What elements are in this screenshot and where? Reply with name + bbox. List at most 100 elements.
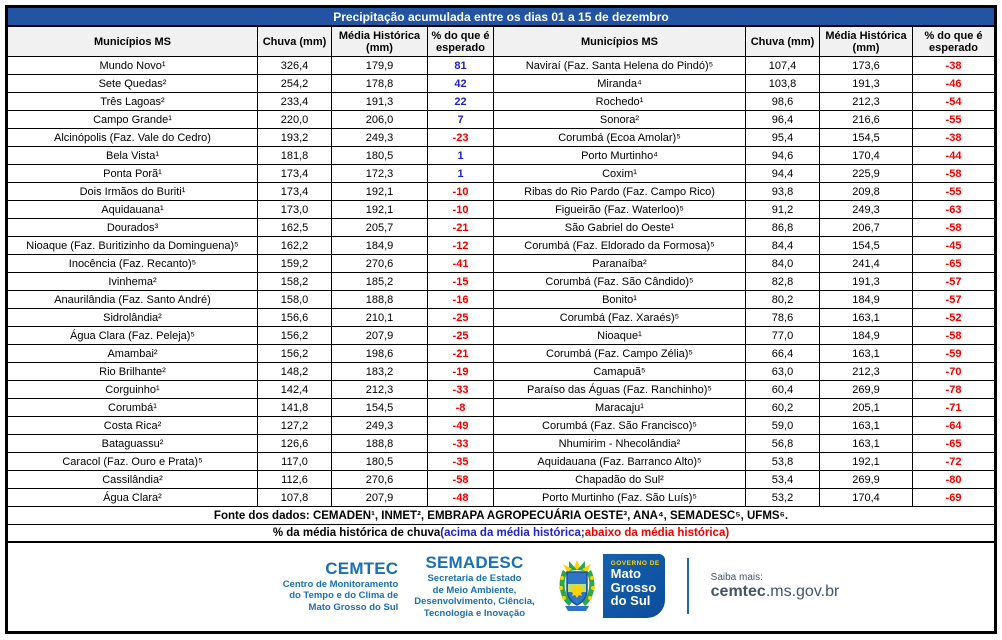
pct-cell: -45 bbox=[913, 237, 994, 255]
media-cell: 170,4 bbox=[820, 489, 913, 507]
legend-note: % da média histórica de chuva (acima da … bbox=[8, 525, 994, 543]
municipality-cell: Rio Brilhante² bbox=[8, 363, 258, 381]
media-cell: 212,3 bbox=[820, 93, 913, 111]
municipality-cell: Corguinho¹ bbox=[8, 381, 258, 399]
municipality-cell: Nioaque¹ bbox=[494, 327, 746, 345]
pct-cell: -21 bbox=[428, 345, 494, 363]
pct-cell: -41 bbox=[428, 255, 494, 273]
chuva-cell: 126,6 bbox=[258, 435, 332, 453]
table-row: Três Lagoas² 233,4 191,3 22 Rochedo¹ 98,6 212,… bbox=[8, 93, 994, 111]
table-row: Cassilândia² 112,6 270,6 -58 Chapadão do Sul… bbox=[8, 471, 994, 489]
media-cell: 163,1 bbox=[820, 345, 913, 363]
chuva-cell: 173,4 bbox=[258, 165, 332, 183]
table-row: Anaurilândia (Faz. Santo André) 158,0 188,… bbox=[8, 291, 994, 309]
table-row: Inocência (Faz. Recanto)⁵ 159,2 270,6 -41 Pa… bbox=[8, 255, 994, 273]
municipality-cell: Corumbá (Faz. São Francisco)⁵ bbox=[494, 417, 746, 435]
municipality-cell: Sete Quedas² bbox=[8, 75, 258, 93]
table-row: Campo Grande¹ 220,0 206,0 7 Sonora² 96,4 216,6… bbox=[8, 111, 994, 129]
municipality-cell: Cassilândia² bbox=[8, 471, 258, 489]
chuva-cell: 60,2 bbox=[746, 399, 820, 417]
pct-cell: -35 bbox=[428, 453, 494, 471]
municipality-cell: Bela Vista¹ bbox=[8, 147, 258, 165]
website-url[interactable]: cemtec.ms.gov.br bbox=[711, 583, 840, 601]
media-cell: 180,5 bbox=[332, 147, 428, 165]
pct-cell: -21 bbox=[428, 219, 494, 237]
chuva-cell: 53,4 bbox=[746, 471, 820, 489]
chuva-cell: 326,4 bbox=[258, 57, 332, 75]
pct-cell: -8 bbox=[428, 399, 494, 417]
chuva-cell: 93,8 bbox=[746, 183, 820, 201]
municipality-cell: Água Clara (Faz. Peleja)⁵ bbox=[8, 327, 258, 345]
pct-cell: -65 bbox=[913, 255, 994, 273]
chuva-cell: 156,2 bbox=[258, 345, 332, 363]
chuva-cell: 142,4 bbox=[258, 381, 332, 399]
pct-cell: -57 bbox=[913, 291, 994, 309]
table-row: Ivinhema² 158,2 185,2 -15 Corumbá (Faz. São … bbox=[8, 273, 994, 291]
municipality-cell: Figueirão (Faz. Waterloo)⁵ bbox=[494, 201, 746, 219]
cemtec-desc-line: Mato Grosso do Sul bbox=[308, 601, 399, 613]
municipality-cell: Ivinhema² bbox=[8, 273, 258, 291]
report-frame: Precipitação acumulada entre os dias 01 … bbox=[5, 5, 997, 634]
footer: CEMTEC Centro de Monitoramento do Tempo … bbox=[8, 543, 994, 629]
media-cell: 154,5 bbox=[820, 129, 913, 147]
media-cell: 179,9 bbox=[332, 57, 428, 75]
municipality-cell: Porto Murtinho (Faz. São Luís)⁵ bbox=[494, 489, 746, 507]
media-cell: 188,8 bbox=[332, 291, 428, 309]
col-header-pct-right: % do que é esperado bbox=[913, 27, 994, 57]
chuva-cell: 82,8 bbox=[746, 273, 820, 291]
media-cell: 163,1 bbox=[820, 417, 913, 435]
municipality-cell: Água Clara² bbox=[8, 489, 258, 507]
media-cell: 216,6 bbox=[820, 111, 913, 129]
chuva-cell: 159,2 bbox=[258, 255, 332, 273]
saiba-mais-label: Saiba mais: bbox=[710, 571, 763, 583]
chuva-cell: 84,4 bbox=[746, 237, 820, 255]
table-row: Água Clara (Faz. Peleja)⁵ 156,2 207,9 -25 Ni… bbox=[8, 327, 994, 345]
col-header-media-left: Média Histórica (mm) bbox=[332, 27, 428, 57]
data-sources-note: Fonte dos dados: CEMADEN¹, INMET², EMBRA… bbox=[8, 507, 994, 525]
municipality-cell: Inocência (Faz. Recanto)⁵ bbox=[8, 255, 258, 273]
media-cell: 241,4 bbox=[820, 255, 913, 273]
chuva-cell: 173,4 bbox=[258, 183, 332, 201]
ms-government-logo: GOVERNO DE Mato Grosso do Sul bbox=[550, 554, 665, 618]
chuva-cell: 53,2 bbox=[746, 489, 820, 507]
media-cell: 184,9 bbox=[820, 291, 913, 309]
pct-cell: -12 bbox=[428, 237, 494, 255]
website-block: Saiba mais: cemtec.ms.gov.br bbox=[711, 572, 840, 601]
url-bold-part: cemtec bbox=[710, 582, 766, 600]
pct-cell: -71 bbox=[913, 399, 994, 417]
media-cell: 225,9 bbox=[820, 165, 913, 183]
municipality-cell: Sidrolândia² bbox=[8, 309, 258, 327]
pct-cell: -58 bbox=[428, 471, 494, 489]
chuva-cell: 80,2 bbox=[746, 291, 820, 309]
legend-below-average: abaixo da média histórica) bbox=[584, 527, 730, 539]
table-row: Corumbá¹ 141,8 154,5 -8 Maracaju¹ 60,2 205,1 -7… bbox=[8, 399, 994, 417]
pct-cell: -16 bbox=[428, 291, 494, 309]
pct-cell: -10 bbox=[428, 201, 494, 219]
pct-cell: -80 bbox=[913, 471, 994, 489]
municipality-cell: Ponta Porã¹ bbox=[8, 165, 258, 183]
table-row: Dourados³ 162,5 205,7 -21 São Gabriel do Oes… bbox=[8, 219, 994, 237]
media-cell: 270,6 bbox=[332, 255, 428, 273]
pct-cell: 81 bbox=[428, 57, 494, 75]
municipality-cell: São Gabriel do Oeste¹ bbox=[494, 219, 746, 237]
chuva-cell: 162,2 bbox=[258, 237, 332, 255]
table-row: Bela Vista¹ 181,8 180,5 1 Porto Murtinho⁴ 94,… bbox=[8, 147, 994, 165]
media-cell: 198,6 bbox=[332, 345, 428, 363]
semadesc-logo: SEMADESC Secretaria de Estado de Meio Am… bbox=[414, 553, 534, 619]
government-name-line: Mato bbox=[610, 566, 641, 581]
municipality-cell: Ribas do Rio Pardo (Faz. Campo Rico) bbox=[494, 183, 746, 201]
pct-cell: -38 bbox=[913, 129, 994, 147]
pct-cell: -33 bbox=[428, 435, 494, 453]
municipality-cell: Sonora² bbox=[494, 111, 746, 129]
media-cell: 183,2 bbox=[332, 363, 428, 381]
media-cell: 163,1 bbox=[820, 435, 913, 453]
pct-cell: -58 bbox=[913, 219, 994, 237]
media-cell: 209,8 bbox=[820, 183, 913, 201]
media-cell: 249,3 bbox=[820, 201, 913, 219]
media-cell: 212,3 bbox=[332, 381, 428, 399]
pct-cell: -54 bbox=[913, 93, 994, 111]
municipality-cell: Bataguassu² bbox=[8, 435, 258, 453]
media-cell: 178,8 bbox=[332, 75, 428, 93]
col-header-pct-left: % do que é esperado bbox=[428, 27, 494, 57]
pct-cell: 1 bbox=[428, 165, 494, 183]
